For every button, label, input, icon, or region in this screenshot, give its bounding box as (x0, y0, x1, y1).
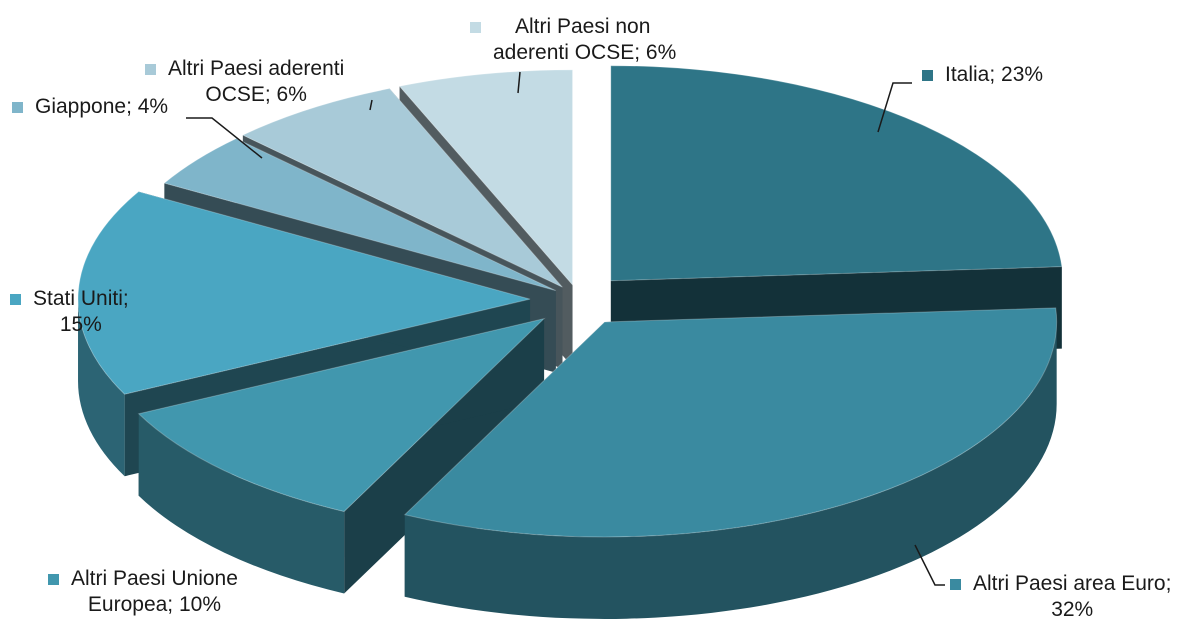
data-label-altri-paesi-area-euro: Altri Paesi area Euro; 32% (950, 571, 1171, 623)
leader-line-giappone (186, 117, 263, 159)
label-nonocse-line1: Altri Paesi non (515, 15, 651, 38)
slice-altri-paesi-area-euro-top (403, 307, 1058, 538)
leader-line-italia (877, 82, 912, 133)
slice-italia-top (610, 65, 1063, 282)
label-euro-line2: 32% (1051, 598, 1094, 621)
label-ue-line1: Altri Paesi Unione (71, 567, 238, 590)
data-label-altri-paesi-aderenti-ocse: Altri Paesi aderenti OCSE; 6% (145, 56, 344, 108)
label-usa-line1: Stati Uniti; (33, 287, 129, 310)
leader-line-euro (914, 544, 945, 586)
slice-altri-paesi-non-aderenti-ocse-top (398, 69, 574, 287)
data-label-italia: Italia; 23% (922, 62, 1043, 88)
slice-altri-paesi-unione-europea-top (137, 317, 546, 513)
label-ue-line2: Europea; 10% (87, 593, 222, 616)
legend-swatch-giappone (12, 101, 23, 113)
leader-line-ocse (369, 99, 373, 111)
pie-slices (77, 65, 1063, 619)
data-label-altri-paesi-non-aderenti-ocse: Altri Paesi non aderenti OCSE; 6% (470, 14, 676, 66)
leader-line-nonocse (517, 71, 521, 94)
slice-stati-uniti-outer-wall-0 (78, 299, 125, 477)
legend-swatch-usa (10, 293, 21, 305)
slice-stati-uniti-top (77, 191, 531, 395)
legend-swatch-ocse (145, 63, 156, 75)
label-ocse-line2: OCSE; 6% (205, 83, 307, 106)
legend-swatch-nonocse (470, 21, 481, 33)
label-ocse-line1: Altri Paesi aderenti (168, 57, 345, 80)
data-label-stati-uniti: Stati Uniti; 15% (10, 286, 129, 338)
slice-altri-paesi-aderenti-ocse-top (241, 88, 563, 288)
slice-altri-paesi-unione-europea (137, 317, 546, 594)
slice-altri-paesi-area-euro-outer-wall-0 (404, 321, 1057, 619)
legend-swatch-italia (922, 69, 933, 81)
legend-swatch-euro (950, 578, 961, 590)
label-usa-line2: 15% (59, 313, 102, 336)
slice-altri-paesi-unione-europea-outer-wall-0 (138, 413, 345, 594)
data-label-giappone: Giappone; 4% (12, 94, 168, 120)
label-giappone-text: Giappone; 4% (35, 95, 169, 118)
label-nonocse-line2: aderenti OCSE; 6% (493, 41, 677, 64)
leader-lines (186, 71, 945, 586)
label-euro-line1: Altri Paesi area Euro; (973, 572, 1172, 595)
label-italia-text: Italia; 23% (945, 63, 1044, 86)
legend-swatch-ue (48, 573, 59, 585)
data-label-altri-paesi-unione-europea: Altri Paesi Unione Europea; 10% (48, 566, 238, 618)
slice-giappone-top (163, 138, 557, 292)
slice-altri-paesi-area-euro (403, 307, 1058, 619)
